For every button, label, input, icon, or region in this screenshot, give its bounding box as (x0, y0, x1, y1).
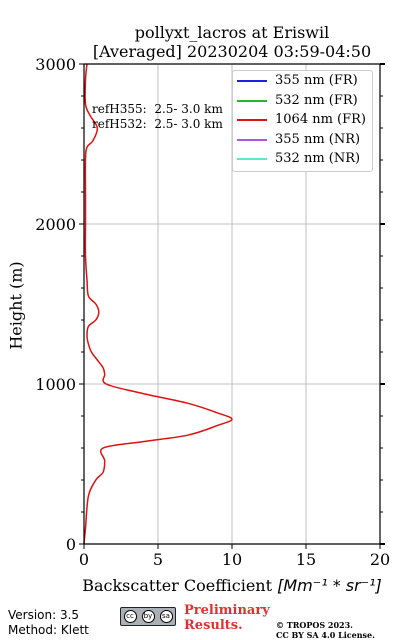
y-tick-label: 2000 (35, 215, 76, 234)
legend-entry-355fr: 355 nm (FR) (237, 73, 358, 89)
legend-swatch (237, 118, 267, 121)
x-tick-label: 5 (153, 550, 163, 569)
legend-entry-532nr: 532 nm (NR) (237, 151, 360, 167)
cc-license-badge: cc by sa (120, 607, 176, 626)
legend-label: 1064 nm (FR) (275, 112, 366, 127)
legend-label: 532 nm (FR) (275, 93, 358, 108)
preliminary-line-1: Preliminary (184, 603, 270, 618)
legend-swatch (237, 138, 267, 141)
method-text: Method: Klett (8, 623, 89, 637)
x-axis-label-unit: [Mm⁻¹ * sr⁻¹] (277, 576, 382, 595)
x-axis-label: Backscatter Coefficient [Mm⁻¹ * sr⁻¹] (60, 576, 400, 595)
legend-entry-1064fr: 1064 nm (FR) (237, 112, 366, 128)
y-axis-label: Height (m) (6, 261, 26, 350)
chart-title: pollyxt_lacros at Eriswil (134, 23, 330, 42)
copyright-notice: © TROPOS 2023. CC BY SA 4.0 License. (276, 620, 375, 640)
series-line-2 (83, 63, 233, 545)
x-tick-label: 15 (296, 550, 316, 569)
sa-icon: sa (159, 610, 173, 623)
legend-swatch (237, 157, 267, 160)
preliminary-line-2: Results. (184, 618, 243, 633)
preliminary-notice: Preliminary Results. (184, 603, 270, 633)
legend-label: 355 nm (NR) (275, 132, 361, 147)
legend-entry-355nr: 355 nm (NR) (237, 132, 360, 148)
legend-swatch (237, 99, 267, 102)
y-tick-label: 1000 (35, 375, 76, 394)
cc-icon: cc (123, 610, 137, 623)
legend-swatch (237, 79, 267, 82)
legend-label: 532 nm (NR) (275, 151, 361, 166)
copyright-line-1: © TROPOS 2023. (276, 620, 353, 630)
y-tick-label: 3000 (35, 55, 76, 74)
legend-label: 355 nm (FR) (275, 73, 358, 88)
legend: 355 nm (FR) 532 nm (FR) 1064 nm (FR) 355… (232, 70, 373, 172)
copyright-line-2: CC BY SA 4.0 License. (276, 630, 375, 640)
chart-subtitle: [Averaged] 20230204 03:59-04:50 (92, 42, 372, 61)
annotation-refh355: refH355: 2.5- 3.0 km (92, 102, 223, 116)
by-icon: by (141, 610, 155, 623)
x-tick-label: 10 (222, 550, 242, 569)
annotation-refh532: refH532: 2.5- 3.0 km (92, 117, 223, 131)
legend-entry-532fr: 532 nm (FR) (237, 93, 358, 109)
x-tick-label: 20 (370, 550, 390, 569)
x-tick-label: 0 (79, 550, 89, 569)
version-text: Version: 3.5 (8, 608, 80, 622)
x-axis-label-text: Backscatter Coefficient (82, 576, 278, 595)
y-tick-label: 0 (66, 535, 76, 554)
